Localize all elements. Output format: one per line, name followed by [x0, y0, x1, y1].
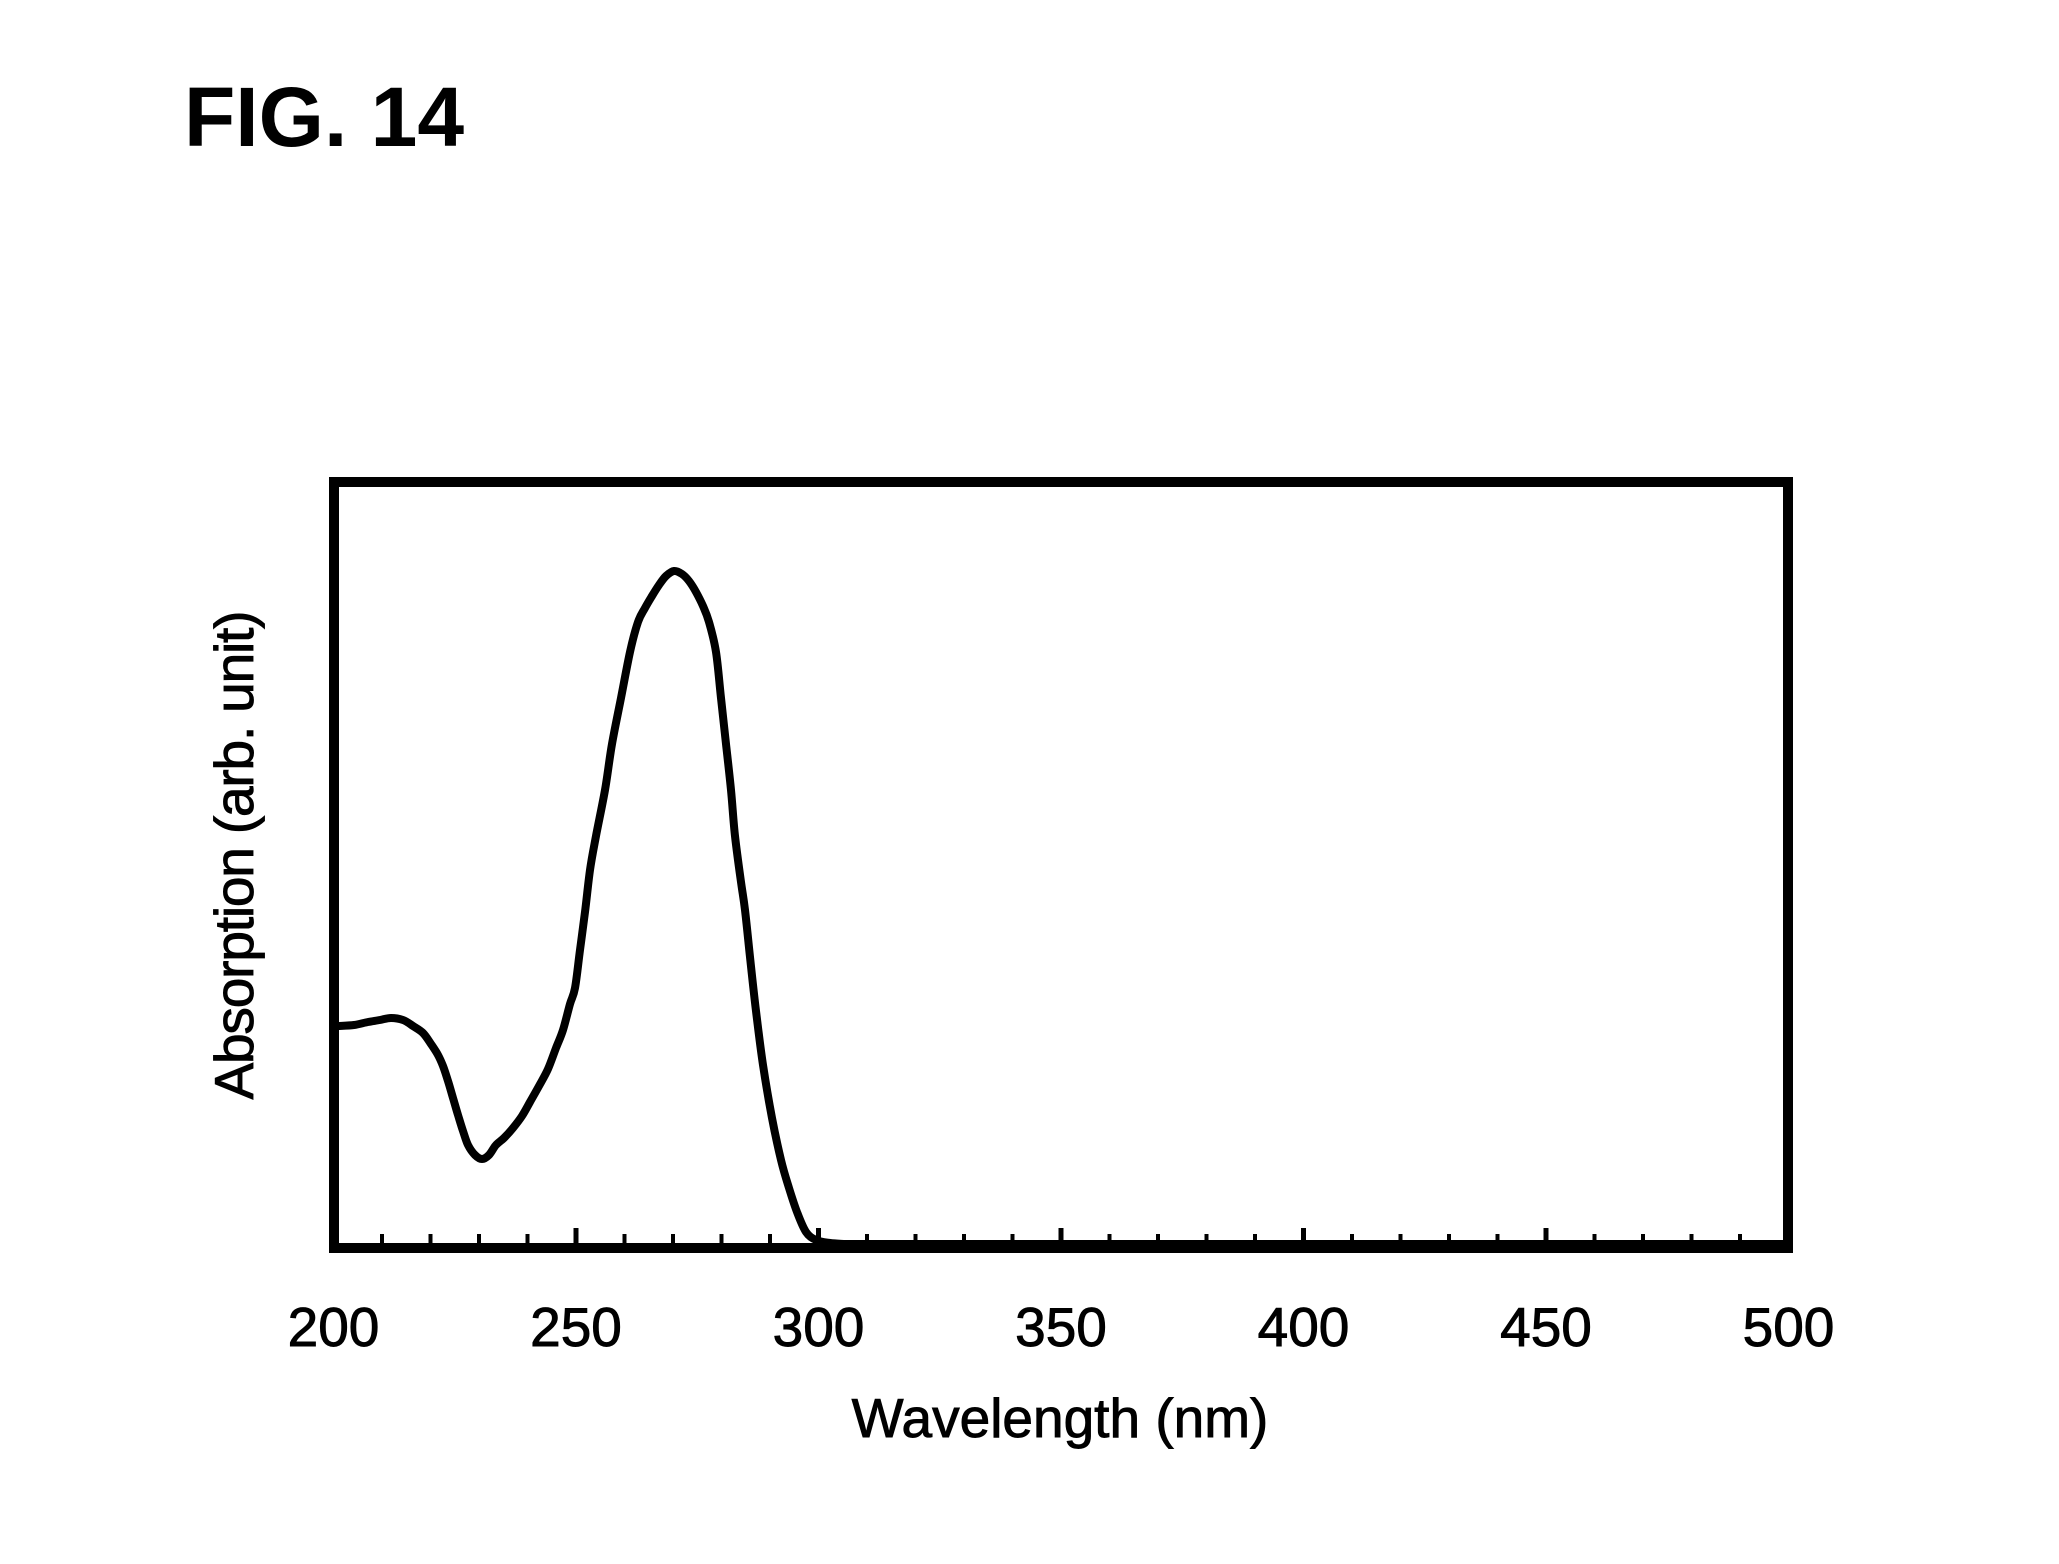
svg-text:Absorption (arb. unit): Absorption (arb. unit)	[203, 611, 265, 1100]
svg-text:400: 400	[1258, 1296, 1350, 1358]
svg-text:500: 500	[1743, 1296, 1835, 1358]
svg-text:350: 350	[1015, 1296, 1107, 1358]
svg-text:Wavelength (nm): Wavelength (nm)	[852, 1387, 1269, 1449]
svg-text:200: 200	[288, 1296, 380, 1358]
svg-text:300: 300	[773, 1296, 865, 1358]
svg-text:250: 250	[530, 1296, 622, 1358]
svg-text:FIG. 14: FIG. 14	[184, 70, 464, 164]
svg-text:450: 450	[1500, 1296, 1592, 1358]
